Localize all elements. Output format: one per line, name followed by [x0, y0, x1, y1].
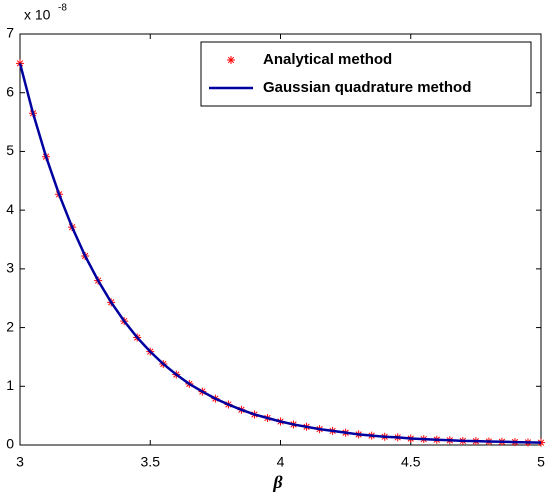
y-multiplier-base: x 10 — [24, 7, 51, 23]
legend-marker — [227, 56, 235, 64]
y-multiplier-exponent: -8 — [58, 3, 67, 14]
x-tick-label: 5 — [537, 454, 545, 470]
legend-label: Gaussian quadrature method — [263, 79, 471, 96]
x-tick-label: 3.5 — [141, 454, 161, 470]
data-line — [18, 63, 542, 444]
legend-box — [200, 41, 532, 107]
data-point — [16, 59, 24, 68]
x-tick-label: 4 — [277, 454, 285, 470]
y-tick-label: 2 — [6, 318, 14, 334]
y-tick-label: 3 — [6, 260, 14, 276]
y-tick-label: 7 — [6, 25, 14, 41]
y-tick-label: 0 — [6, 436, 14, 452]
y-tick-label: 5 — [6, 142, 14, 158]
x-axis-label: β — [272, 472, 283, 492]
y-tick-label: 1 — [6, 377, 14, 393]
legend-label: Analytical method — [263, 51, 392, 68]
x-tick-label: 3 — [16, 454, 24, 470]
y-tick-label: 6 — [6, 83, 14, 99]
x-tick-label: 4.5 — [401, 454, 421, 470]
y-tick-label: 4 — [6, 201, 14, 217]
